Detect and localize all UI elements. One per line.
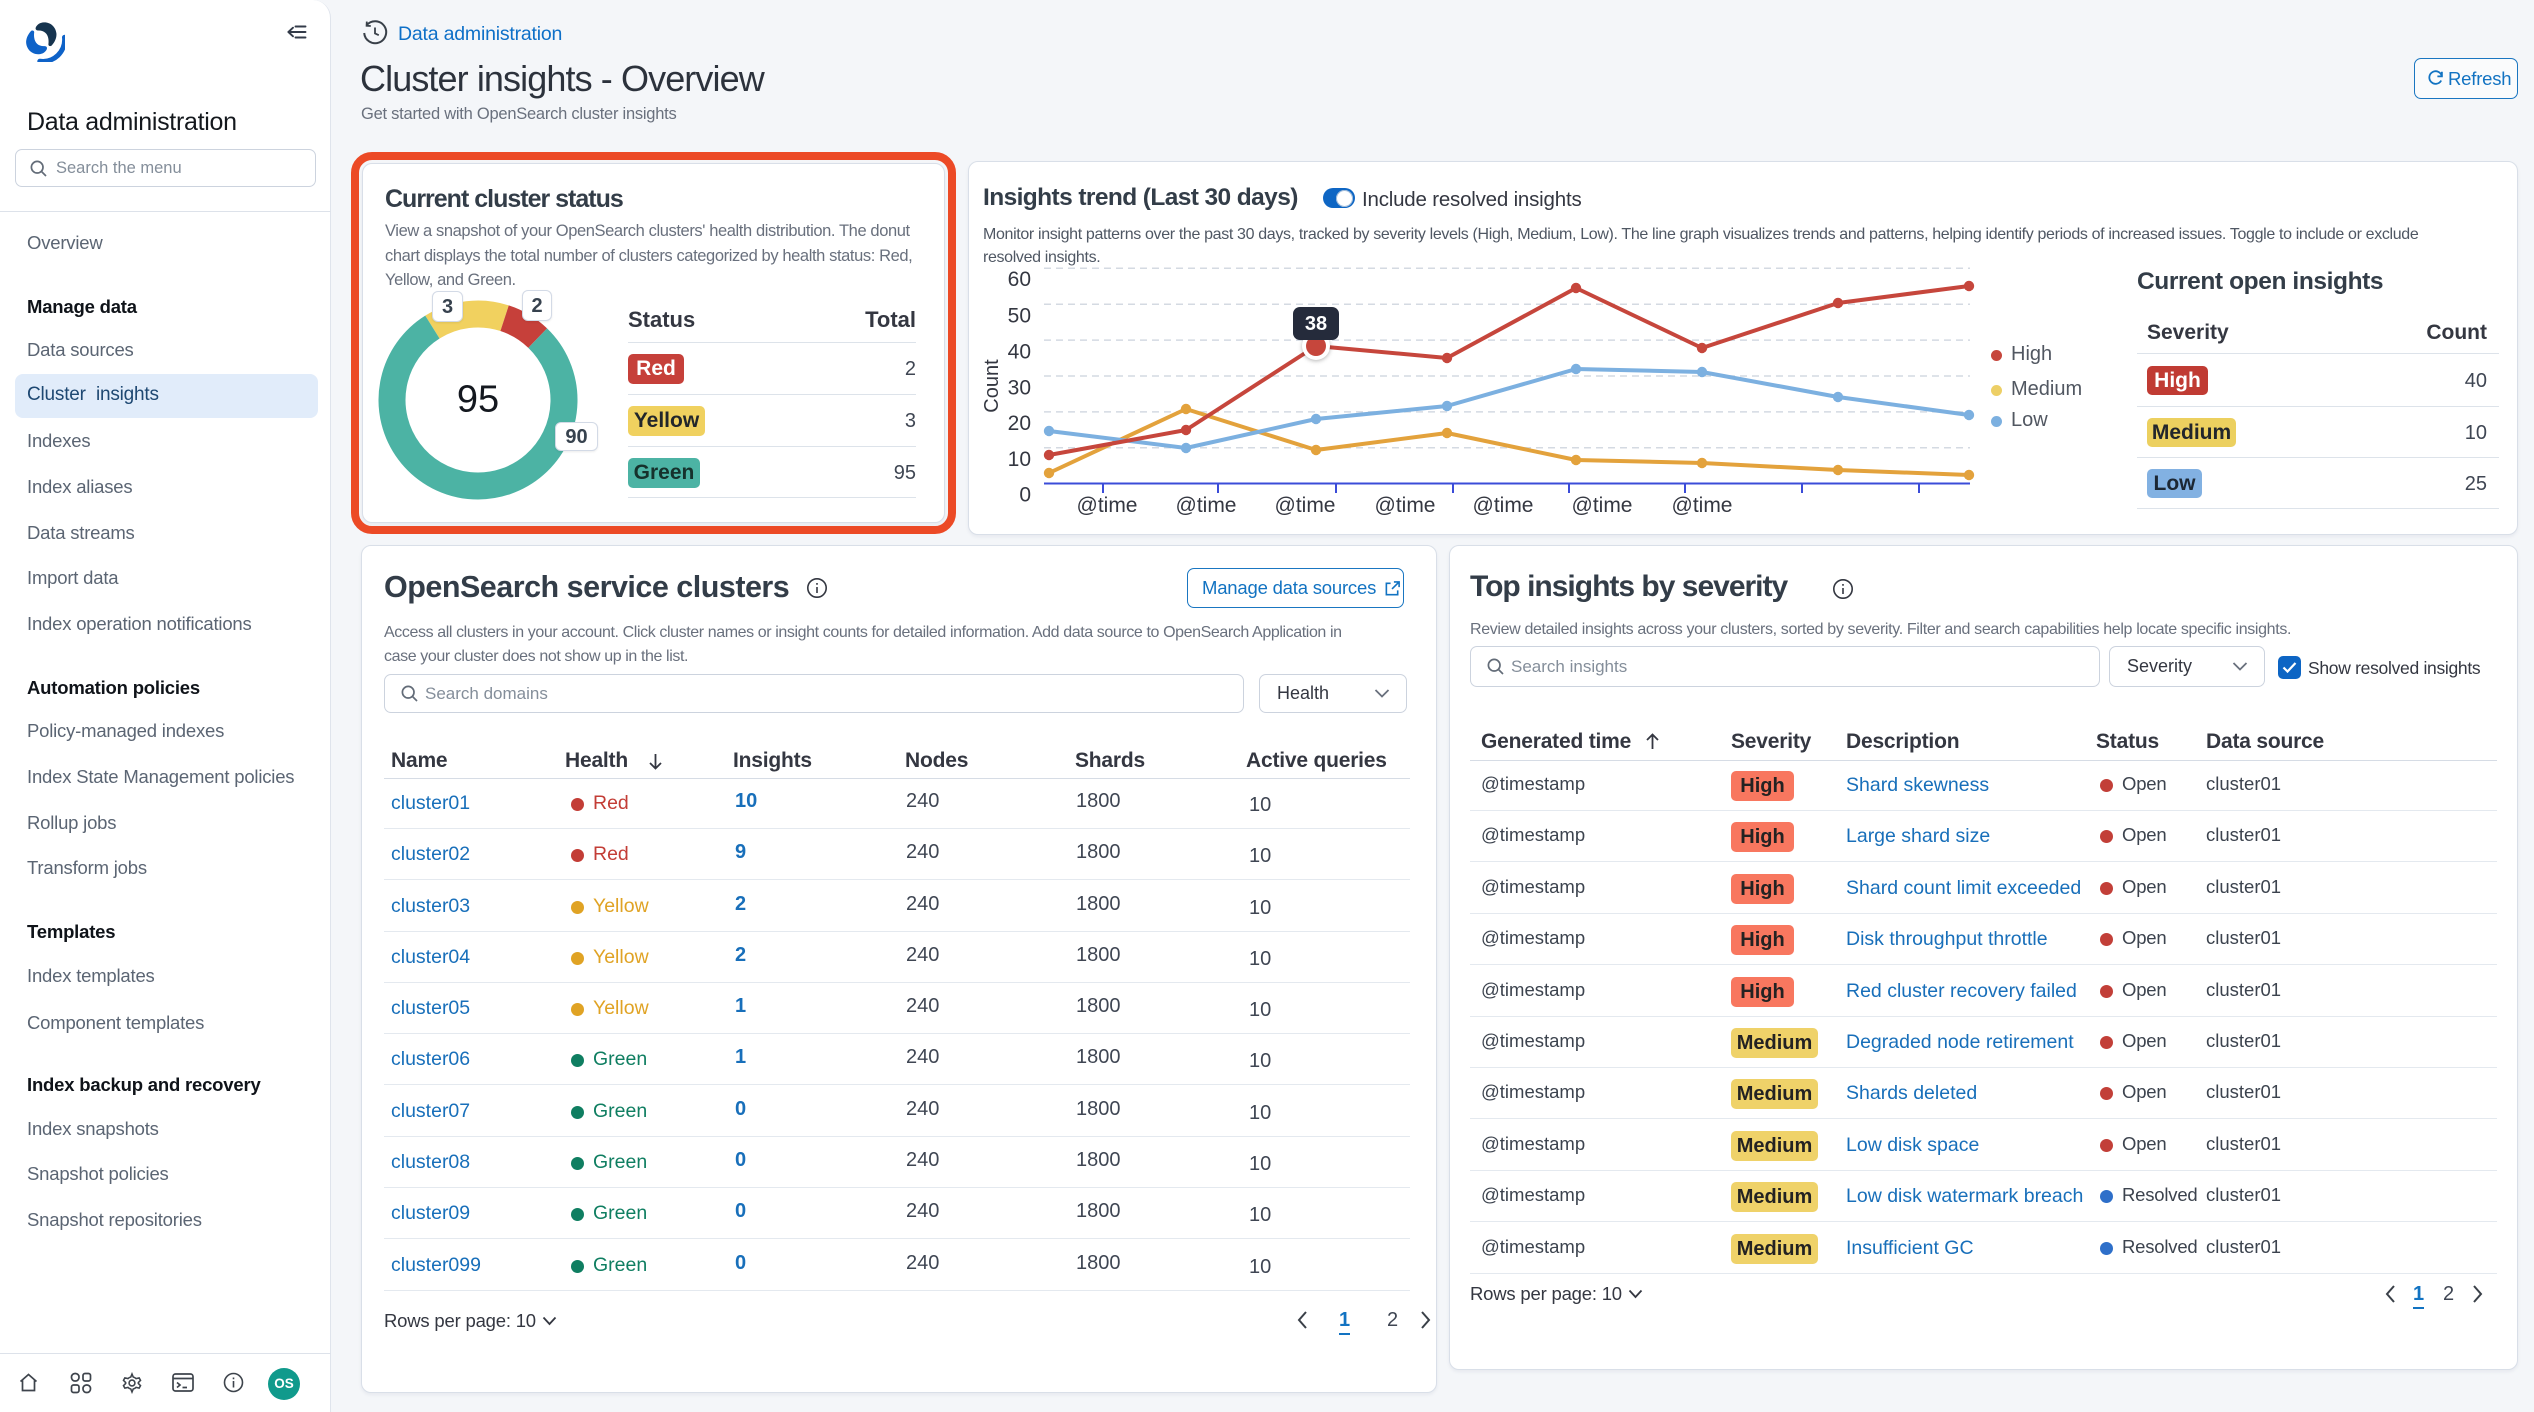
- svg-text:60: 60: [1008, 268, 1031, 291]
- svg-text:@time: @time: [1375, 494, 1436, 517]
- svg-text:@time: @time: [1572, 494, 1633, 517]
- svg-text:@time: @time: [1176, 494, 1237, 517]
- svg-text:Count: Count: [981, 359, 1003, 413]
- svg-text:30: 30: [1008, 377, 1031, 400]
- svg-text:20: 20: [1008, 412, 1031, 435]
- svg-text:10: 10: [1008, 448, 1031, 471]
- svg-text:@time: @time: [1672, 494, 1733, 517]
- svg-text:@time: @time: [1275, 494, 1336, 517]
- svg-text:0: 0: [1019, 484, 1031, 507]
- svg-text:@time: @time: [1473, 494, 1534, 517]
- svg-text:50: 50: [1008, 305, 1031, 328]
- svg-text:@time: @time: [1077, 494, 1138, 517]
- svg-text:40: 40: [1008, 341, 1031, 364]
- svg-text:38: 38: [1305, 313, 1327, 335]
